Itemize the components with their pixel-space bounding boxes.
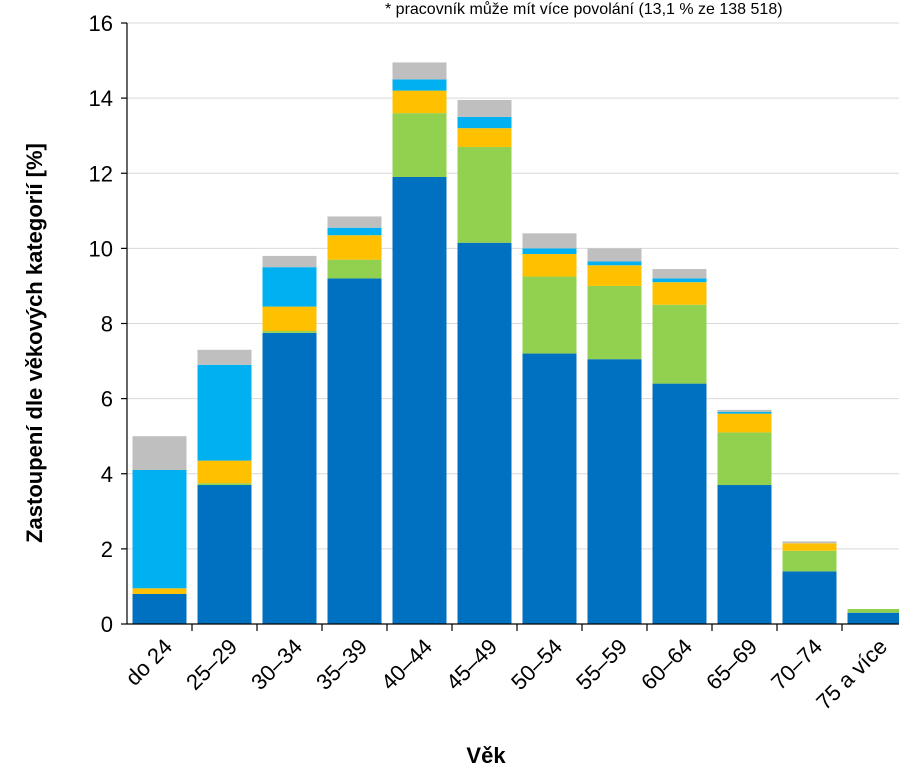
bar-segment xyxy=(782,543,837,551)
y-tick-labels: 0 2 4 6 8 10 12 14 16 xyxy=(89,11,127,637)
x-tick-label: 30–34 xyxy=(246,634,307,695)
bar-segment xyxy=(197,349,252,365)
bar-segment xyxy=(652,282,707,305)
bar-segment xyxy=(132,436,187,470)
x-tick-label: 75 a více xyxy=(811,634,892,715)
y-tick-label: 0 xyxy=(101,612,113,637)
bar-segment xyxy=(457,116,512,129)
bar-segment xyxy=(717,413,772,433)
bar-segment xyxy=(392,90,447,114)
x-tick-label: 60–64 xyxy=(636,634,697,695)
bar-segment xyxy=(457,146,512,243)
bar-segment xyxy=(587,248,642,262)
bar-segment xyxy=(587,265,642,286)
bar-segment xyxy=(587,359,642,624)
bar-segment xyxy=(457,100,512,117)
bar-segment xyxy=(782,550,837,572)
bar-segment xyxy=(262,267,317,307)
bar-segment xyxy=(782,541,837,544)
bar-segment xyxy=(197,364,252,461)
bar-segment xyxy=(587,285,642,360)
bar-segment xyxy=(522,353,577,624)
bar-segment xyxy=(327,216,382,228)
x-tick-label: 35–39 xyxy=(311,634,372,695)
x-tick-label: 70–74 xyxy=(766,634,827,695)
y-tick-label: 14 xyxy=(89,86,113,111)
x-tick-label: 55–59 xyxy=(571,634,632,695)
bar-segment xyxy=(132,593,187,624)
bar-segment xyxy=(717,411,772,414)
x-tick-label: 25–29 xyxy=(181,634,242,695)
x-tick-label: 50–54 xyxy=(506,634,567,695)
bar-segment xyxy=(522,233,577,249)
y-tick-label: 8 xyxy=(101,312,113,337)
bar-segment xyxy=(327,278,382,624)
bar-segment xyxy=(522,248,577,255)
bar-segment xyxy=(847,612,899,624)
bar-segment xyxy=(132,588,187,594)
gridlines xyxy=(127,22,899,550)
bar-segment xyxy=(262,331,317,333)
x-tick-label: 65–69 xyxy=(701,634,762,695)
bar-segment xyxy=(782,571,837,624)
y-tick-label: 2 xyxy=(101,537,113,562)
bar-segment xyxy=(652,383,707,624)
bar-segment xyxy=(327,235,382,260)
bar-segment xyxy=(652,304,707,384)
x-tick-label: do 24 xyxy=(120,634,177,691)
x-axis-title: Věk xyxy=(466,743,506,768)
x-tick-label: 40–44 xyxy=(376,634,437,695)
bar-segment xyxy=(392,79,447,91)
y-tick-label: 12 xyxy=(89,161,113,186)
bar-segment xyxy=(392,62,447,80)
x-tick-labels: do 24 25–29 30–34 35–39 40–44 45–49 50–54 55–59… xyxy=(120,624,892,715)
y-axis-title: Zastoupení dle věkových kategorií [%] xyxy=(22,143,47,543)
bar-segment xyxy=(392,113,447,178)
bar-segment xyxy=(197,485,252,624)
bar-segment xyxy=(717,432,772,486)
bar-segment xyxy=(197,460,252,484)
bar-segment xyxy=(457,128,512,147)
bar-segment xyxy=(262,255,317,268)
bar-segment xyxy=(847,608,899,613)
x-tick-label: 45–49 xyxy=(441,634,502,695)
bar-segment xyxy=(522,276,577,354)
bar-segment xyxy=(717,409,772,412)
y-tick-label: 10 xyxy=(89,236,113,261)
bar-segment xyxy=(652,278,707,283)
y-tick-label: 4 xyxy=(101,462,113,487)
chart-note: * pracovník může mít více povolání (13,1… xyxy=(385,0,783,18)
bar-segment xyxy=(652,269,707,279)
bar-segment xyxy=(327,227,382,236)
bar-segment xyxy=(327,259,382,279)
bar-segment xyxy=(587,261,642,266)
bar-segment xyxy=(457,242,512,624)
bars xyxy=(132,62,899,624)
y-tick-label: 16 xyxy=(89,11,113,36)
bar-segment xyxy=(197,483,252,486)
bar-segment xyxy=(262,306,317,332)
bar-segment xyxy=(262,332,317,624)
bar-segment xyxy=(717,485,772,624)
bar-segment xyxy=(522,254,577,277)
bar-segment xyxy=(392,177,447,624)
bar-segment xyxy=(132,469,187,589)
y-tick-label: 6 xyxy=(101,387,113,412)
